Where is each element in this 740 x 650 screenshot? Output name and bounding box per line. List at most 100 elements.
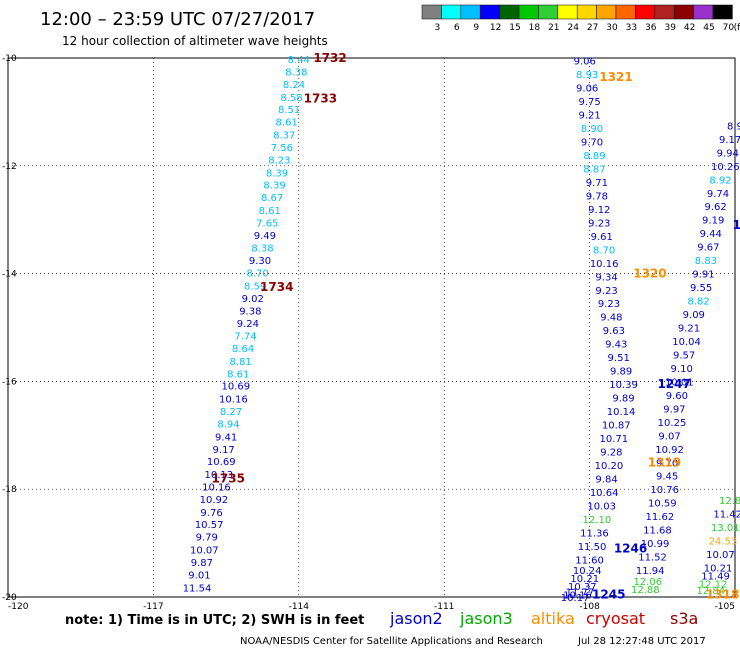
colorbar-swatch <box>654 4 675 20</box>
colorbar-swatch <box>518 4 539 20</box>
colorbar-swatch <box>460 4 481 20</box>
swh-value-label: 10.13 <box>205 470 234 481</box>
swh-value-label: 9.55 <box>690 283 712 294</box>
swh-value-label: 8.27 <box>220 407 242 418</box>
swh-value-label: 9.48 <box>600 313 622 324</box>
swh-value-label: 10.99 <box>641 539 670 550</box>
y-axis-ticks: -10 -12 -14 -16 -18 -20 <box>2 54 17 603</box>
time-labels: 1732 1733 1734 1735 1321 1320 1319 1318 1247 1246… <box>212 51 740 601</box>
swh-value-label: 10.17 <box>561 593 590 604</box>
colorbar-tick-label: 12 <box>490 23 501 33</box>
swh-value-label: 9.89 <box>612 394 634 405</box>
swh-value-label: 10.25 <box>658 418 687 429</box>
swh-value-label: 8.83 <box>695 256 717 267</box>
swh-value-label: 8.61 <box>276 118 298 129</box>
colorbar-swatch <box>421 4 442 20</box>
swh-value-label: 8.67 <box>261 193 283 204</box>
swh-value-label: 11.49 <box>701 571 730 582</box>
swh-value-label: 9.43 <box>605 340 627 351</box>
swh-value-label: 8.61 <box>259 206 281 217</box>
swh-value-label: 9.94 <box>717 148 739 159</box>
colorbar-swatch <box>576 4 597 20</box>
swh-value-label: 9.60 <box>666 391 688 402</box>
swh-value-label: 8.37 <box>273 131 295 142</box>
swh-value-label: 10.21 <box>704 563 733 574</box>
legend-cryosat: cryosat <box>586 609 645 628</box>
swh-value-label: 9.76 <box>200 508 222 519</box>
swh-value-label: 10.21 <box>570 574 599 585</box>
swh-value-label: 11.36 <box>580 528 609 539</box>
swh-value-label: 7.56 <box>271 143 293 154</box>
swh-value-label: 7.74 <box>234 332 256 343</box>
swh-value-label: 9.21 <box>678 324 700 335</box>
time-label: 1735 <box>212 471 245 485</box>
colorbar-swatch <box>712 4 733 20</box>
swh-value-label: 9.67 <box>697 243 719 254</box>
swh-value-label: 9.23 <box>595 286 617 297</box>
swh-value-label: 10.07 <box>706 550 735 561</box>
swh-value-label: 10.20 <box>595 461 624 472</box>
colorbar-tick-label: 70 <box>723 23 735 33</box>
swh-value-label: 8.38 <box>251 244 273 255</box>
colorbar-swatch <box>538 4 559 20</box>
swh-value-label: 10.16 <box>590 259 619 270</box>
swh-value-label: 8.70 <box>246 269 268 280</box>
swh-value-label: 10.07 <box>190 546 219 557</box>
swh-value-label: 9.06 <box>576 84 598 95</box>
colorbar-swatch <box>479 4 500 20</box>
chart-title: 12:00 – 23:59 UTC 07/27/2017 <box>40 9 315 30</box>
swh-value-label: 8.23 <box>268 155 290 166</box>
footer-right: Jul 28 12:27:48 UTC 2017 <box>577 636 706 647</box>
swh-value-label: 8.81 <box>230 357 252 368</box>
swh-value-label: 10.04 <box>672 337 701 348</box>
swh-value-label: 9.71 <box>586 178 608 189</box>
swh-value-label: 10.16 <box>219 395 248 406</box>
swh-value-label: 10.87 <box>602 421 631 432</box>
swh-value-label: 9.02 <box>242 294 264 305</box>
swh-value-label: 9.17 <box>213 445 235 456</box>
swh-value-label: 9.62 <box>704 202 726 213</box>
swh-value-label: 8.89 <box>583 151 605 162</box>
time-label: 1320 <box>633 267 666 281</box>
x-tick-label: -105 <box>715 602 735 612</box>
swh-value-label: 9.57 <box>673 350 695 361</box>
time-label: 1321 <box>599 70 632 84</box>
swh-value-label: 8.39 <box>266 168 288 179</box>
swh-value-label: 11.60 <box>575 555 604 566</box>
swh-value-label: 24.53 <box>709 536 738 547</box>
x-tick-label: -108 <box>579 602 600 612</box>
plot-frame <box>7 57 736 598</box>
legend-jason3: jason3 <box>459 609 513 628</box>
swh-value-label: 9.44 <box>700 229 722 240</box>
swh-value-label: 8.94 <box>217 419 239 430</box>
swh-value-label: 9.70 <box>581 138 603 149</box>
swh-value-label: 8.64 <box>232 344 254 355</box>
colorbar-tick-label: 18 <box>529 23 541 33</box>
swh-value-label: 9.63 <box>603 326 625 337</box>
x-tick-label: -111 <box>434 602 454 612</box>
y-tick-label: -14 <box>2 270 17 280</box>
swh-value-label: 9.87 <box>191 558 213 569</box>
swh-value-label: 8.93 <box>576 70 598 81</box>
swh-value-label: 10.92 <box>200 495 229 506</box>
swh-value-label: 11.77 <box>566 588 595 599</box>
swh-value-label: 8.9 <box>727 121 740 132</box>
colorbar-swatch <box>673 4 694 20</box>
swh-value-label: 12.06 <box>633 577 662 588</box>
swh-value-label: 9.70 <box>656 458 678 469</box>
swh-value-label: 9.97 <box>663 404 685 415</box>
swh-value-label: 10.24 <box>573 566 602 577</box>
time-label: 1734 <box>260 280 293 294</box>
y-tick-label: -12 <box>2 162 17 172</box>
swh-value-label: 11.54 <box>183 583 212 594</box>
swh-value-label: 9.19 <box>702 216 724 227</box>
time-label: 1319 <box>648 455 681 469</box>
swh-value-label: 10.39 <box>609 380 638 391</box>
footer-left: NOAA/NESDIS Center for Satellite Applica… <box>240 636 543 647</box>
swh-value-label: 9.12 <box>588 205 610 216</box>
time-label: 1733 <box>304 91 337 105</box>
swh-value-label: 9.24 <box>237 319 259 330</box>
swh-value-label: 9.74 <box>707 189 729 200</box>
colorbar-swatch <box>441 4 462 20</box>
